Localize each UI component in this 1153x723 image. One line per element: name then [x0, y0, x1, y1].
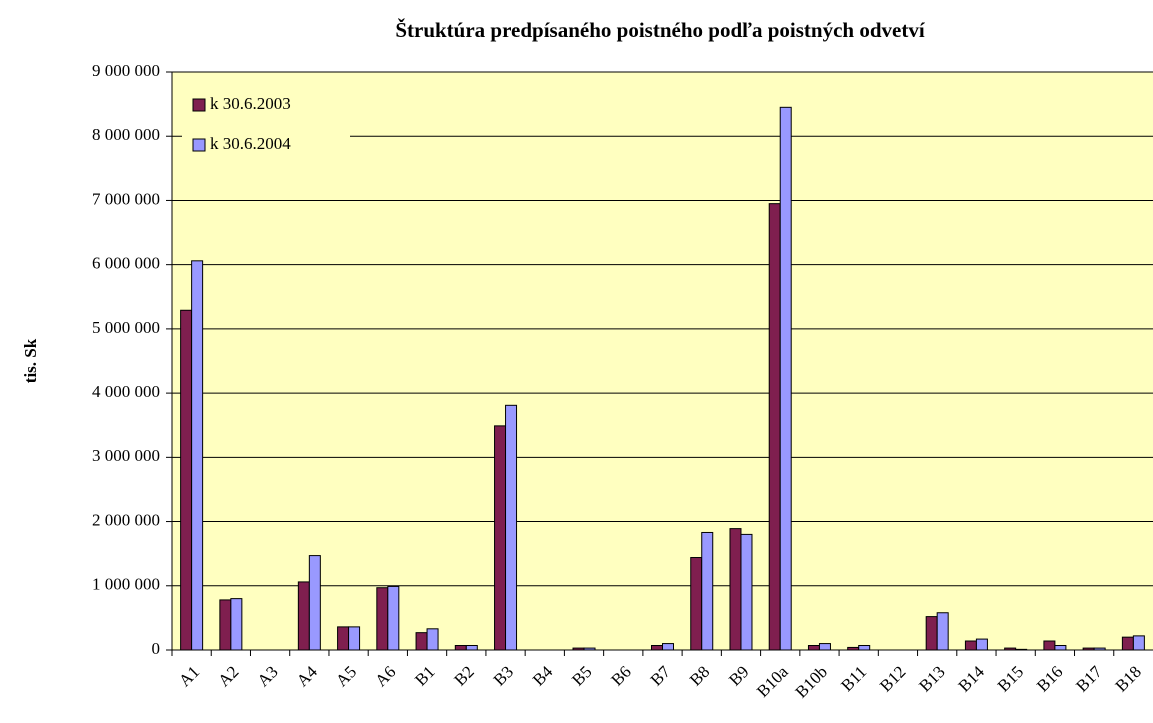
bar: [494, 425, 507, 651]
legend-label: k 30.6.2003: [210, 94, 291, 113]
bar: [858, 645, 871, 651]
bar: [847, 646, 860, 651]
x-tick-label: A6: [371, 662, 399, 690]
bar: [1121, 636, 1134, 651]
x-tick-label: B10a: [753, 662, 792, 701]
bar: [1093, 647, 1106, 651]
bar: [975, 638, 988, 651]
legend-box: [182, 85, 350, 163]
bar: [583, 647, 596, 651]
x-tick-label: B13: [915, 662, 948, 695]
x-tick-label: A2: [214, 662, 242, 690]
bar: [651, 645, 663, 651]
y-tick-label: 8 000 000: [92, 125, 160, 144]
bar: [376, 587, 389, 651]
legend-label: k 30.6.2004: [210, 134, 291, 153]
bar: [191, 260, 204, 651]
y-tick-label: 7 000 000: [92, 189, 160, 208]
bar: [768, 203, 781, 651]
x-tick-label: B18: [1111, 662, 1144, 695]
bar: [1082, 647, 1095, 651]
bar: [1054, 645, 1067, 651]
bar: [701, 531, 714, 651]
bar: [219, 599, 232, 651]
bar: [1015, 648, 1028, 651]
x-tick-label: A3: [254, 662, 282, 690]
bar: [1004, 647, 1017, 651]
bar: [964, 640, 977, 651]
bar: [230, 598, 243, 651]
bar: [180, 309, 193, 651]
x-tick-label: B10b: [792, 662, 831, 701]
bar: [662, 643, 674, 651]
bar: [729, 528, 742, 651]
bar: [387, 585, 400, 651]
x-tick-label: B12: [876, 662, 909, 695]
bar: [415, 632, 428, 651]
y-tick-label: 0: [152, 639, 161, 658]
x-tick-label: B15: [994, 662, 1027, 695]
bar: [936, 612, 949, 651]
y-axis-label: tis. Sk: [21, 338, 40, 383]
y-tick-label: 2 000 000: [92, 510, 160, 529]
bar: [1132, 635, 1145, 651]
x-tick-label: B3: [490, 662, 517, 689]
y-tick-label: 3 000 000: [92, 446, 160, 465]
y-tick-label: 6 000 000: [92, 254, 160, 273]
x-tick-label: B1: [411, 662, 438, 689]
bar: [740, 533, 753, 651]
bar: [505, 404, 518, 651]
x-tick-label: A4: [293, 662, 321, 690]
x-tick-label: B16: [1033, 662, 1066, 695]
bar: [925, 616, 938, 651]
bar: [297, 581, 310, 651]
bar: [348, 626, 361, 651]
y-tick-label: 4 000 000: [92, 382, 160, 401]
bar: [454, 645, 467, 651]
bar: [426, 628, 439, 651]
legend-swatch: [192, 98, 206, 112]
plot-area: [172, 72, 1153, 650]
y-tick-label: 5 000 000: [92, 318, 160, 337]
x-tick-label: B5: [568, 662, 595, 689]
bar: [779, 106, 792, 651]
x-tick-label: A5: [332, 662, 360, 690]
bar: [807, 645, 820, 651]
y-tick-label: 1 000 000: [92, 575, 160, 594]
x-tick-label: B8: [686, 662, 713, 689]
y-tick-label: 9 000 000: [92, 61, 160, 80]
bar: [818, 643, 831, 651]
x-tick-label: B17: [1072, 662, 1106, 696]
bar: [308, 555, 321, 651]
chart-title: Štruktúra predpísaného poistného podľa p…: [395, 18, 925, 42]
bar: [337, 626, 350, 651]
legend-swatch: [192, 138, 206, 152]
x-tick-label: B11: [837, 662, 870, 695]
x-tick-label: B6: [607, 662, 634, 689]
bar: [690, 557, 703, 651]
x-tick-label: B9: [725, 662, 752, 689]
bar: [1043, 640, 1056, 651]
x-tick-label: B14: [955, 662, 989, 696]
bar: [465, 645, 478, 651]
x-tick-label: A1: [175, 662, 203, 690]
bar: [572, 647, 585, 651]
x-tick-label: B4: [529, 662, 557, 690]
x-tick-label: B2: [450, 662, 477, 689]
x-tick-label: B7: [647, 662, 675, 690]
